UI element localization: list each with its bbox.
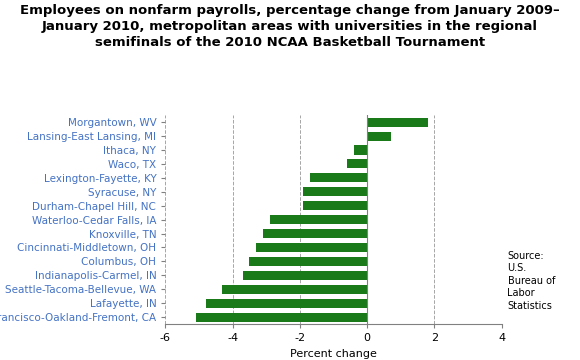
Bar — [249, 257, 367, 266]
Bar — [270, 215, 367, 224]
Bar — [303, 187, 367, 196]
Bar — [354, 145, 367, 154]
Text: Employees on nonfarm payrolls, percentage change from January 2009–
January 2010: Employees on nonfarm payrolls, percentag… — [20, 4, 560, 49]
Bar — [310, 173, 367, 183]
Bar — [256, 243, 367, 252]
Bar — [367, 131, 391, 141]
Bar — [223, 285, 367, 294]
Bar — [367, 118, 427, 127]
Bar — [206, 298, 367, 308]
X-axis label: Percent change: Percent change — [290, 348, 377, 359]
Bar — [303, 201, 367, 210]
Bar — [242, 271, 367, 280]
Bar — [347, 159, 367, 168]
Bar — [195, 312, 367, 321]
Bar — [263, 229, 367, 238]
Text: Source:
U.S.
Bureau of
Labor
Statistics: Source: U.S. Bureau of Labor Statistics — [508, 251, 555, 311]
